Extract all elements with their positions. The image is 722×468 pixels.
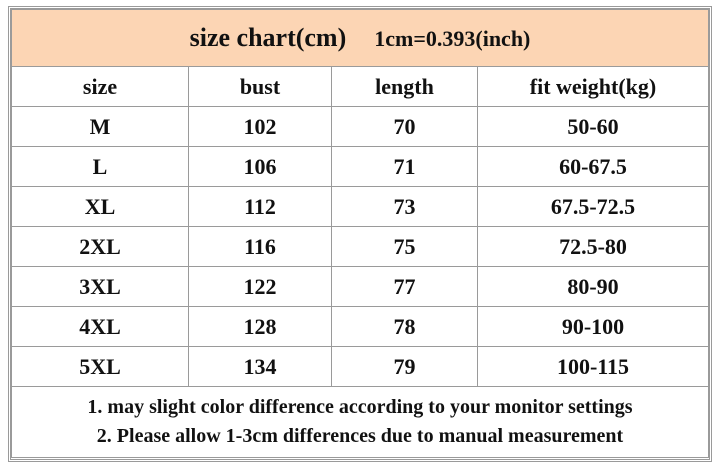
cell: 134 [188, 346, 332, 387]
cell: 79 [331, 346, 478, 387]
cell: 106 [188, 146, 332, 187]
title-cell: size chart(cm) 1cm=0.393(inch) [11, 9, 709, 67]
cell: 80-90 [477, 266, 709, 307]
column-header: size [11, 66, 189, 107]
size-row: 2XL 116 75 72.5-80 [11, 226, 709, 267]
cell: XL [11, 186, 189, 227]
cell: 3XL [11, 266, 189, 307]
title: size chart(cm) [189, 23, 347, 52]
size-chart: size chart(cm) 1cm=0.393(inch) size bust le… [8, 6, 712, 462]
cell: 112 [188, 186, 332, 227]
column-header: length [331, 66, 478, 107]
column-header: bust [188, 66, 332, 107]
column-header: fit weight(kg) [477, 66, 709, 107]
cell: M [11, 106, 189, 147]
size-row: 4XL 128 78 90-100 [11, 306, 709, 347]
table-body: size chart(cm) 1cm=0.393(inch) size bust le… [11, 9, 709, 458]
size-row: M 102 70 50-60 [11, 106, 709, 147]
cell: 78 [331, 306, 478, 347]
cell: 102 [188, 106, 332, 147]
cell: 90-100 [477, 306, 709, 347]
size-table: size chart(cm) 1cm=0.393(inch) size bust le… [11, 9, 709, 458]
cell: 5XL [11, 346, 189, 387]
cell: 100-115 [477, 346, 709, 387]
cell: 2XL [11, 226, 189, 267]
cell: 60-67.5 [477, 146, 709, 187]
size-row: L 106 71 60-67.5 [11, 146, 709, 187]
cell: 67.5-72.5 [477, 186, 709, 227]
cell: L [11, 146, 189, 187]
note: 2. Please allow 1-3cm differences due to… [96, 425, 624, 447]
notes-cell: 1. may slight color difference according… [11, 386, 709, 458]
notes-row: 1. may slight color difference according… [11, 386, 709, 458]
conversion: 1cm=0.393(inch) [374, 26, 531, 51]
cell: 72.5-80 [477, 226, 709, 267]
cell: 4XL [11, 306, 189, 347]
note: 1. may slight color difference according… [87, 396, 633, 418]
cell: 73 [331, 186, 478, 227]
size-row: 5XL 134 79 100-115 [11, 346, 709, 387]
size-row: 3XL 122 77 80-90 [11, 266, 709, 307]
cell: 128 [188, 306, 332, 347]
title-row: size chart(cm) 1cm=0.393(inch) [11, 9, 709, 67]
cell: 122 [188, 266, 332, 307]
cell: 75 [331, 226, 478, 267]
cell: 70 [331, 106, 478, 147]
cell: 50-60 [477, 106, 709, 147]
cell: 116 [188, 226, 332, 267]
cell: 77 [331, 266, 478, 307]
header-row: size bust length fit weight(kg) [11, 66, 709, 107]
size-row: XL 112 73 67.5-72.5 [11, 186, 709, 227]
cell: 71 [331, 146, 478, 187]
